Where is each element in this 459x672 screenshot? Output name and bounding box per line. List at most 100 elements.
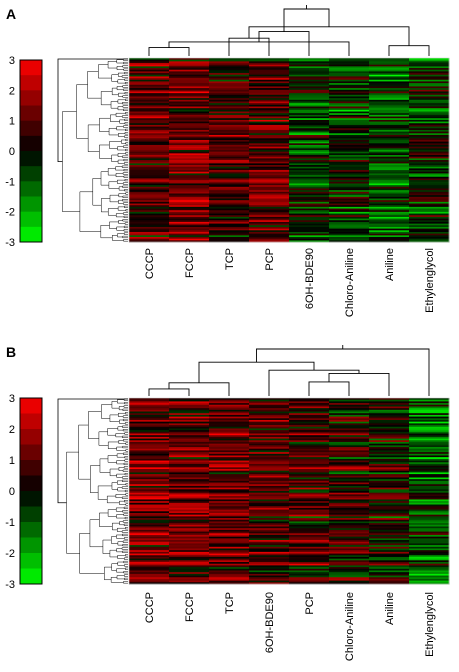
heatmap-cell — [209, 223, 250, 226]
heatmap-cell — [129, 153, 170, 156]
row-dendrogram-link — [117, 146, 126, 151]
heatmap-cell — [129, 123, 170, 126]
heatmap-cell — [409, 404, 450, 407]
heatmap-cell — [289, 88, 330, 91]
heatmap-cell — [329, 186, 370, 189]
legend-color-block — [20, 444, 42, 461]
heatmap-cell — [369, 188, 410, 191]
row-dendrogram-link — [119, 119, 125, 124]
heatmap-cell — [129, 501, 170, 504]
heatmap-cell — [169, 411, 210, 414]
heatmap-cell — [409, 563, 450, 566]
heatmap-cell — [289, 128, 330, 131]
heatmap-cell — [169, 578, 210, 582]
heatmap-cell — [329, 86, 370, 89]
heatmap-cell — [169, 203, 210, 206]
heatmap-cell — [369, 570, 410, 573]
heatmap-cell — [289, 556, 330, 560]
heatmap-cell — [329, 170, 370, 173]
heatmap-cell — [169, 225, 210, 228]
heatmap-cell — [209, 215, 250, 218]
heatmap-cell — [289, 563, 330, 566]
heatmap-cell — [289, 143, 330, 146]
heatmap-cell — [289, 113, 330, 116]
heatmap-cell — [169, 63, 210, 66]
heatmap-cell — [369, 565, 410, 568]
heatmap-cell — [129, 570, 170, 573]
heatmap-cell — [289, 469, 330, 472]
row-dendrogram-link — [122, 172, 128, 175]
heatmap-cell — [209, 166, 250, 169]
heatmap-cell — [249, 492, 290, 495]
heatmap-cell — [409, 116, 450, 119]
heatmap-cell — [169, 205, 210, 208]
column-label: PCP — [264, 248, 276, 271]
heatmap-cell — [289, 546, 330, 549]
heatmap-cell — [369, 562, 410, 565]
row-dendrogram-link — [97, 485, 112, 500]
heatmap-cell — [129, 193, 170, 196]
heatmap-cell — [329, 563, 370, 566]
heatmap-cell — [409, 529, 450, 532]
heatmap-cell — [249, 188, 290, 191]
heatmap-cell — [289, 215, 330, 218]
row-dendrogram-link — [121, 479, 128, 482]
heatmap-cell — [129, 91, 170, 94]
row-dendrogram-link — [124, 122, 128, 125]
heatmap-cell — [329, 430, 370, 433]
heatmap-cell — [289, 240, 330, 243]
heatmap-cell — [129, 114, 170, 117]
heatmap-cell — [249, 240, 290, 243]
heatmap-cell — [329, 88, 370, 91]
row-dendrogram-link — [116, 534, 125, 539]
heatmap-cell — [129, 538, 170, 541]
heatmap-cell — [409, 69, 450, 72]
heatmap-cell — [249, 457, 290, 460]
heatmap-cell — [329, 173, 370, 176]
heatmap-cell — [369, 160, 410, 163]
heatmap-cell — [169, 101, 210, 104]
heatmap-cell — [369, 58, 410, 61]
heatmap-cell — [409, 450, 450, 453]
legend-color-block — [20, 553, 42, 569]
heatmap-cell — [249, 81, 290, 84]
heatmap-cell — [129, 150, 170, 153]
heatmap-cell — [289, 171, 330, 174]
heatmap-cell — [369, 401, 410, 404]
heatmap-cell — [409, 99, 450, 102]
heatmap-cell — [409, 447, 450, 450]
heatmap-cell — [129, 61, 170, 64]
panel-b-column-dendrogram — [148, 345, 430, 396]
heatmap-cell — [169, 118, 210, 121]
heatmap-cell — [209, 528, 250, 531]
heatmap-cell — [169, 161, 210, 164]
heatmap-cell — [329, 425, 370, 428]
heatmap-cell — [209, 210, 250, 213]
heatmap-cell — [329, 458, 370, 461]
heatmap-cell — [209, 91, 250, 94]
row-dendrogram-link — [111, 536, 118, 544]
heatmap-cell — [169, 133, 210, 136]
heatmap-cell — [369, 208, 410, 211]
heatmap-cell — [249, 151, 290, 154]
heatmap-cell — [249, 61, 290, 64]
heatmap-cell — [209, 401, 250, 404]
heatmap-cell — [369, 479, 410, 482]
heatmap-cell — [129, 226, 170, 230]
row-dendrogram-link — [118, 467, 125, 471]
heatmap-cell — [329, 181, 370, 184]
heatmap-cell — [409, 106, 450, 109]
heatmap-cell — [369, 548, 410, 551]
heatmap-cell — [409, 536, 450, 539]
heatmap-cell — [329, 482, 370, 485]
heatmap-cell — [289, 457, 330, 460]
heatmap-cell — [369, 74, 410, 77]
row-dendrogram-link — [115, 494, 126, 499]
row-dendrogram-link — [109, 194, 119, 203]
heatmap-cell — [249, 178, 290, 181]
heatmap-cell — [289, 529, 330, 532]
heatmap-cell — [129, 231, 170, 235]
heatmap-cell — [369, 467, 410, 470]
heatmap-cell — [329, 98, 370, 101]
heatmap-cell — [289, 536, 330, 539]
